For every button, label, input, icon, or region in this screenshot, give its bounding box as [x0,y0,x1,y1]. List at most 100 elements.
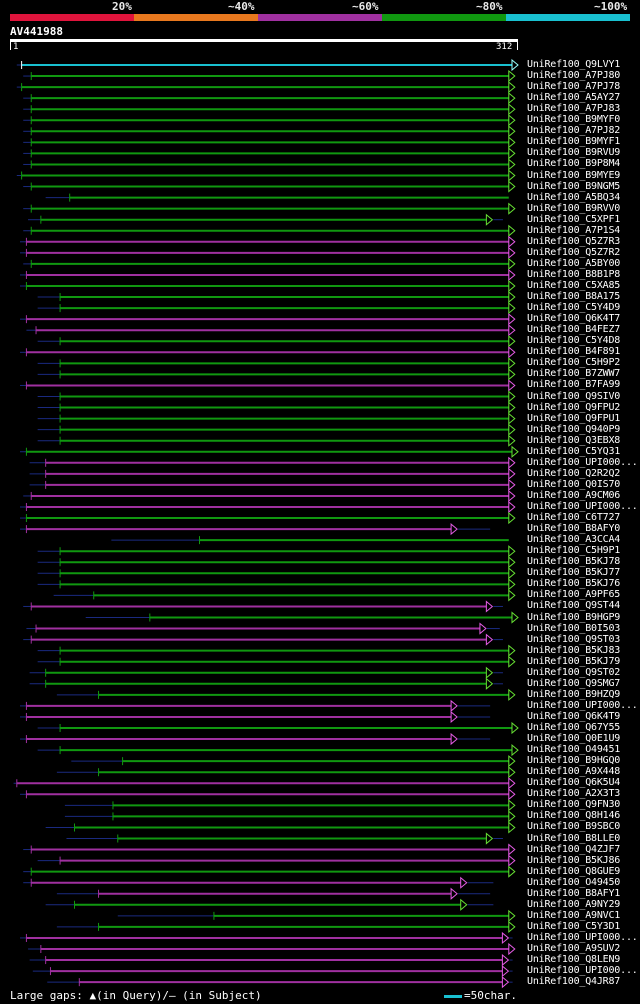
hit-name[interactable]: UniRef100_B9RVV0 [527,202,621,214]
hit-name[interactable]: UniRef100_B5KJ79 [527,655,621,667]
hit-row [29,478,516,491]
hit-name[interactable]: UniRef100_A5BY00 [527,257,621,269]
hit-name[interactable]: UniRef100_B9NGM5 [527,180,621,192]
hit-name[interactable]: UniRef100_Q5Z7R3 [527,235,621,247]
hit-name[interactable]: UniRef100_B5KJ77 [527,567,621,579]
hit-name[interactable]: UniRef100_A9NVC1 [527,909,621,921]
hit-name[interactable]: UniRef100_C5H9P1 [527,545,621,557]
hit-name[interactable]: UniRef100_O49450 [527,876,621,888]
alignment-end-arrow [501,931,510,945]
hit-row [23,114,516,127]
hit-name[interactable]: UniRef100_B8A175 [527,291,621,303]
hit-name[interactable]: UniRef100_Q9SIV0 [527,390,621,402]
hit-row [29,666,503,679]
hit-name[interactable]: UniRef100_Q9ST03 [527,633,621,645]
hit-name[interactable]: UniRef100_C5H9P2 [527,357,621,369]
hit-name[interactable]: UniRef100_C5Y4D9 [527,302,621,314]
hit-name[interactable]: UniRef100_B8LLE0 [527,832,621,844]
hit-name[interactable]: UniRef100_B8AFY0 [527,523,621,535]
hit-name[interactable]: UniRef100_Q9FPU2 [527,401,621,413]
hit-name[interactable]: UniRef100_Q0E1U9 [527,733,621,745]
hit-name[interactable]: UniRef100_UPI000... [527,965,638,977]
hit-name[interactable]: UniRef100_C5Y3D1 [527,920,621,932]
hit-name[interactable]: UniRef100_UPI000... [527,456,638,468]
alignment-end-arrow [508,545,516,558]
hit-row [16,169,516,182]
hit-name[interactable]: UniRef100_B5KJ86 [527,854,621,866]
hit-name[interactable]: UniRef100_A7PJ82 [527,125,621,137]
hit-row [20,379,516,392]
hit-name[interactable]: UniRef100_UPI000... [527,931,638,943]
alignment-end-arrow [508,755,516,768]
hit-name[interactable]: UniRef100_C5XPF1 [527,213,621,225]
hit-name[interactable]: UniRef100_Q9LVY1 [527,59,621,70]
hit-name[interactable]: UniRef100_Q5Z7R2 [527,246,621,258]
hit-name[interactable]: UniRef100_Q9SMG7 [527,677,621,689]
hit-name[interactable]: UniRef100_B9MYE9 [527,169,621,181]
hit-name[interactable]: UniRef100_B9RVU9 [527,147,621,159]
hit-name[interactable]: UniRef100_Q67Y55 [527,722,621,733]
hit-name[interactable]: UniRef100_O49451 [527,744,621,756]
hit-name[interactable]: UniRef100_Q2R2Q2 [527,467,621,479]
hit-name[interactable]: UniRef100_Q9FPU1 [527,412,621,424]
hit-name[interactable]: UniRef100_B9MYF1 [527,136,621,148]
hit-name[interactable]: UniRef100_B9MYF0 [527,114,621,126]
hit-name[interactable]: UniRef100_Q6K4T9 [527,710,621,722]
hit-name[interactable]: UniRef100_A9X448 [527,766,621,778]
hit-name[interactable]: UniRef100_Q940P9 [527,423,621,435]
hit-name[interactable]: UniRef100_B7FA99 [527,379,621,391]
hit-name[interactable]: UniRef100_Q8LEN9 [527,954,621,966]
hit-name[interactable]: UniRef100_B8AFY1 [527,887,621,899]
hit-name[interactable]: UniRef100_A9NY29 [527,898,621,910]
scale-legend: =50char. [444,989,517,1002]
hit-name[interactable]: UniRef100_A9CM06 [527,489,621,501]
hit-name[interactable]: UniRef100_Q9ST44 [527,600,621,612]
hit-name[interactable]: UniRef100_B9HGP9 [527,611,621,623]
hit-name[interactable]: UniRef100_Q9ST02 [527,666,621,678]
hit-name[interactable]: UniRef100_A5BQ34 [527,191,621,203]
hit-name[interactable]: UniRef100_B0I503 [527,622,621,634]
alignment-end-arrow [485,213,494,226]
hit-name[interactable]: UniRef100_A7PJ78 [527,81,621,93]
hit-name[interactable]: UniRef100_B5KJ78 [527,556,621,568]
hit-name[interactable]: UniRef100_C5YQ31 [527,445,621,457]
hit-name[interactable]: UniRef100_Q6K5U4 [527,777,621,789]
hit-name[interactable]: UniRef100_Q0IS70 [527,478,621,490]
hit-name[interactable]: UniRef100_B9HGQ0 [527,755,621,767]
hit-name[interactable]: UniRef100_Q8H146 [527,810,621,822]
identity-legend-bar [10,14,630,21]
hit-name[interactable]: UniRef100_A5AY27 [527,92,621,104]
hit-name[interactable]: UniRef100_C6T727 [527,512,621,524]
hit-name[interactable]: UniRef100_B9P8M4 [527,158,621,170]
hit-name[interactable]: UniRef100_C5Y4D8 [527,335,621,347]
hit-name[interactable]: UniRef100_A7P1S4 [527,224,621,236]
alignment-end-arrow [508,909,516,922]
hit-name[interactable]: UniRef100_A3CCA4 [527,534,621,546]
alignment-end-arrow [508,644,516,657]
alignment-end-arrow [460,898,468,911]
alignment-end-arrow [501,976,510,989]
hit-name[interactable]: UniRef100_B5KJ76 [527,578,621,590]
hit-name[interactable]: UniRef100_A7PJ83 [527,103,621,115]
hit-name[interactable]: UniRef100_B4F891 [527,346,621,358]
hit-name[interactable]: UniRef100_A2X3T3 [527,788,621,800]
hit-name[interactable]: UniRef100_Q4ZJF7 [527,843,621,855]
hit-name[interactable]: UniRef100_B4FEZ7 [527,324,621,336]
hit-name[interactable]: UniRef100_B5KJ83 [527,644,621,656]
hit-name[interactable]: UniRef100_Q3EBX8 [527,434,621,446]
hit-name[interactable]: UniRef100_B7ZWW7 [527,368,621,380]
hit-name[interactable]: UniRef100_A9PF65 [527,589,621,601]
hit-name[interactable]: UniRef100_Q6K4T7 [527,313,621,325]
hit-name[interactable]: UniRef100_Q8GUE9 [527,865,621,877]
hit-name[interactable]: UniRef100_B9SBC0 [527,821,621,833]
hit-name[interactable]: UniRef100_A9SUV2 [527,943,621,954]
hit-name[interactable]: UniRef100_UPI000... [527,699,638,711]
hit-row [37,290,516,304]
hit-name[interactable]: UniRef100_B8B1P8 [527,268,621,280]
hit-name[interactable]: UniRef100_A7PJ80 [527,70,621,82]
hit-name[interactable]: UniRef100_Q4JR87 [527,976,621,988]
hit-name[interactable]: UniRef100_B9HZQ9 [527,688,621,700]
hit-name[interactable]: UniRef100_C5XA85 [527,280,621,291]
hit-name[interactable]: UniRef100_Q9FN30 [527,799,621,811]
hit-name[interactable]: UniRef100_UPI000... [527,501,638,512]
